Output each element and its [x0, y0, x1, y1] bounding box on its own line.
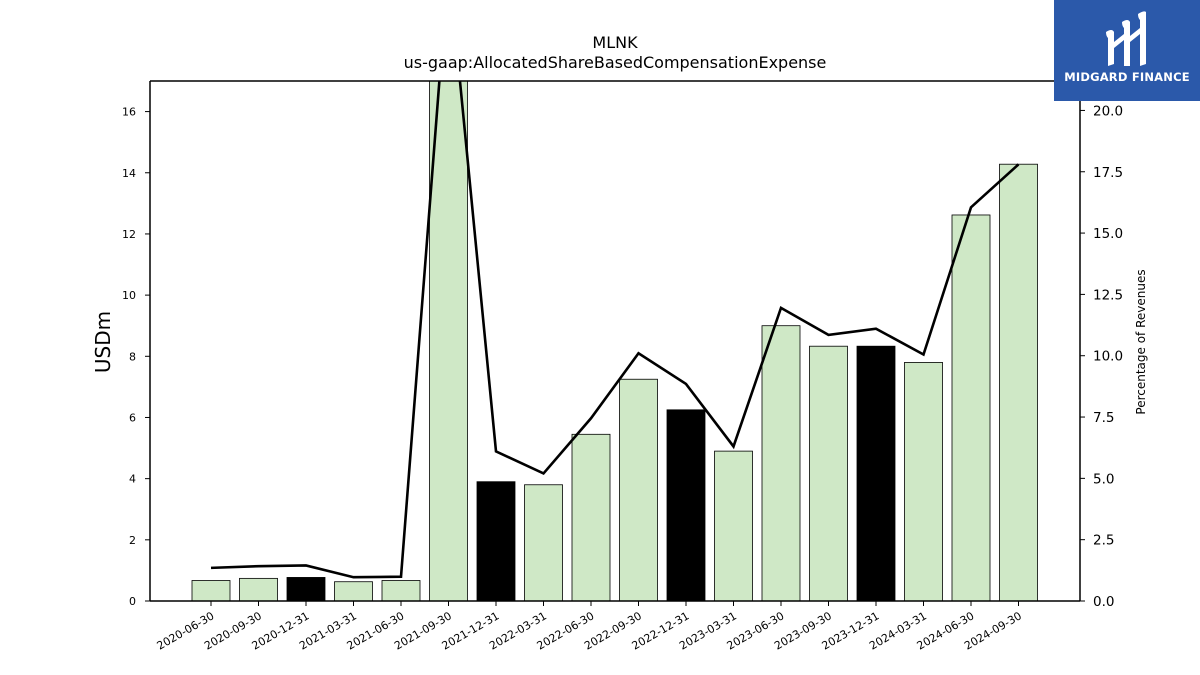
bar [334, 581, 373, 601]
bar [856, 345, 896, 601]
y2-tick-label: 17.5 [1093, 165, 1123, 181]
bar [999, 163, 1038, 601]
bar [904, 362, 943, 601]
bar [714, 450, 753, 601]
bar [951, 214, 991, 601]
y-tick-label: 14 [122, 167, 136, 180]
chart-title: MLNK [592, 33, 638, 52]
bar [619, 378, 658, 601]
bar [239, 577, 278, 601]
bar [571, 433, 611, 601]
y2-tick-label: 0.0 [1093, 594, 1114, 610]
y-tick-label: 6 [129, 411, 136, 424]
bar [524, 484, 563, 601]
y2-axis-label: Percentage of Revenues [1134, 269, 1148, 414]
y-tick-label: 10 [122, 289, 136, 302]
logo-text: MIDGARD FINANCE [1064, 70, 1190, 84]
bar [191, 580, 231, 601]
y2-tick-label: 12.5 [1093, 287, 1123, 303]
bar [381, 580, 421, 601]
y-tick-label: 0 [129, 595, 136, 608]
y2-tick-label: 15.0 [1093, 226, 1123, 242]
bar [476, 481, 516, 601]
y2-tick-label: 10.0 [1093, 349, 1123, 365]
chart-subtitle: us-gaap:AllocatedShareBasedCompensationE… [404, 53, 827, 72]
y2-tick-label: 5.0 [1093, 471, 1114, 487]
bar [286, 577, 326, 601]
y-axis-label: USDm [91, 311, 115, 373]
midgard-logo-icon [1106, 11, 1146, 66]
y2-tick-label: 7.5 [1093, 410, 1114, 426]
y-tick-label: 16 [122, 106, 136, 119]
y-tick-label: 12 [122, 228, 136, 241]
bar [666, 409, 706, 601]
bar [429, 81, 468, 601]
percentage-line [210, 81, 1020, 579]
brand-logo: MIDGARD FINANCE [1054, 0, 1200, 101]
bar [761, 325, 801, 601]
bar [809, 345, 848, 601]
y-tick-label: 2 [129, 534, 136, 547]
y-tick-label: 8 [129, 350, 136, 363]
y-tick-label: 4 [129, 473, 136, 486]
y2-tick-label: 20.0 [1093, 103, 1123, 119]
y2-tick-label: 2.5 [1093, 533, 1114, 549]
